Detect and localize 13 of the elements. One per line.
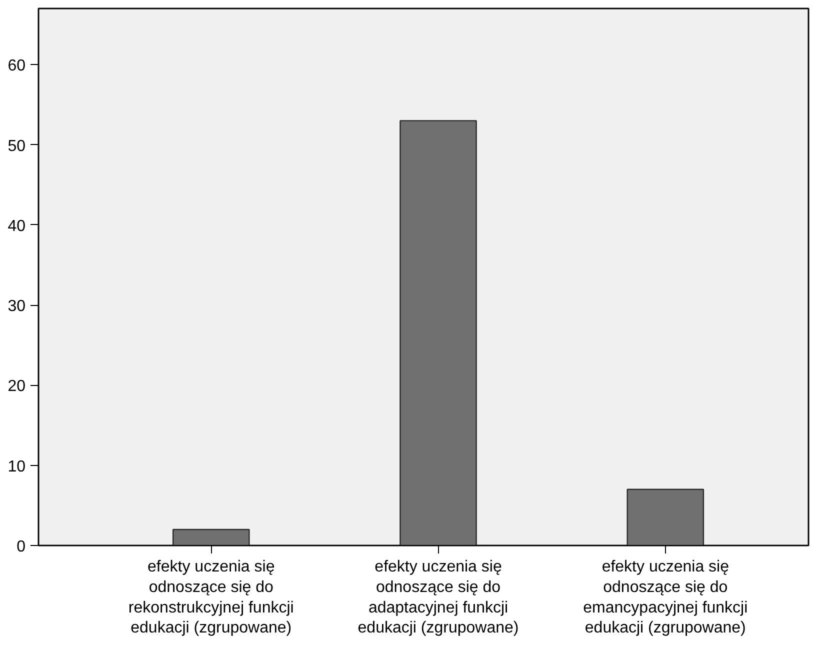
bar	[172, 528, 250, 546]
x-tick-label: efekty uczenia się odnoszące się do adaptacyjnej funkcji edukacji (zgrupowane)	[358, 558, 519, 637]
x-tick-label: efekty uczenia się odnoszące się do rekonstrukcyjnej funkcji edukacji (zgrupowane)	[128, 558, 294, 637]
x-tick-label: efekty uczenia się odnoszące się do emancypacyjnej funkcji edukacji (zgrupowane)	[583, 558, 748, 637]
y-tick-label: 40	[8, 218, 26, 235]
y-tick-label: 20	[8, 378, 26, 396]
bar	[400, 120, 477, 546]
y-tick-label: 30	[8, 298, 26, 316]
y-tick-label: 60	[8, 58, 26, 75]
y-tick-label: 10	[8, 458, 26, 476]
y-tick-label: 0	[16, 538, 26, 556]
bar	[626, 488, 704, 546]
y-tick-label: 50	[8, 138, 26, 155]
